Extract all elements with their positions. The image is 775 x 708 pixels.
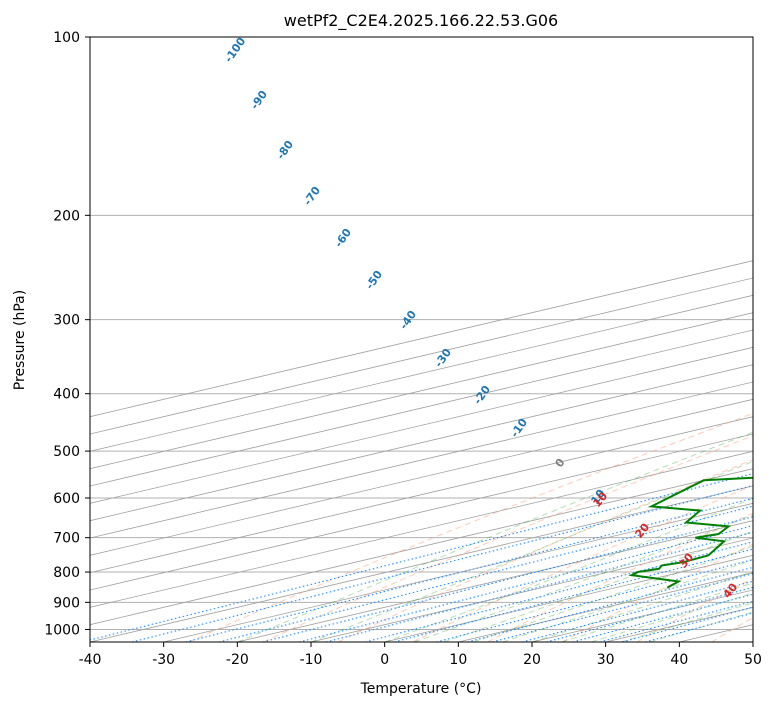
isotherm-line: [90, 450, 753, 608]
chart-title: wetPf2_C2E4.2025.166.22.53.G06: [284, 11, 558, 31]
isotherm-line: [90, 260, 753, 418]
y-tick-label: 900: [53, 595, 80, 611]
moist-adiabat-line: [502, 559, 753, 642]
background-lines: [90, 37, 753, 642]
y-tick-label: 600: [53, 491, 80, 507]
line-labels: 0.10.20.40.611.52346810131620253036-100-…: [222, 35, 741, 601]
dry-adiabat-label: -60: [332, 226, 354, 250]
isotherm-line: [90, 381, 753, 539]
dry-adiabat-line: [412, 484, 753, 642]
isotherm-line: [90, 346, 753, 504]
dry-adiabat-label: -90: [248, 88, 270, 112]
dry-adiabat-line: [487, 512, 753, 642]
dry-adiabat-label: -100: [222, 35, 249, 65]
y-axis-label: Pressure (hPa): [12, 290, 28, 390]
y-tick-label: 500: [53, 444, 80, 460]
isotherm-line: [90, 468, 753, 626]
y-tick-label: 200: [53, 208, 80, 224]
isotherm-line: [237, 520, 753, 642]
data-lines: [628, 37, 775, 589]
mixing-ratio-line: [521, 580, 753, 642]
x-tick-label: -30: [152, 652, 175, 668]
isotherm-line: [90, 329, 753, 487]
x-tick-label: -10: [300, 652, 323, 668]
y-tick-label: 400: [53, 387, 80, 403]
dry-adiabat-line: [263, 435, 753, 642]
isotherm-line: [90, 364, 753, 522]
isotherm-line: [90, 312, 753, 470]
dry-adiabat-label: -10: [508, 416, 530, 440]
mixing-ratio-line: [218, 505, 753, 642]
x-tick-label: 40: [670, 652, 688, 668]
x-tick-label: 30: [597, 652, 615, 668]
mixing-ratio-line: [90, 473, 753, 641]
mixing-ratio-line: [436, 558, 753, 642]
x-axis-label: Temperature (°C): [360, 681, 482, 697]
x-tick-label: 0: [380, 652, 389, 668]
y-tick-label: 300: [53, 313, 80, 329]
dry-adiabat-label: 0: [553, 456, 568, 470]
mixing-ratio-line: [131, 484, 753, 642]
moist-adiabat-line: [561, 582, 753, 642]
x-tick-label: 20: [523, 652, 541, 668]
x-tick-label: -20: [226, 652, 249, 668]
dry-adiabat-label: -20: [471, 383, 493, 407]
x-tick-label: 10: [449, 652, 467, 668]
axes: -40 -30 -20 -10 0 10 20 30 40 5010020030040050060…: [44, 30, 762, 668]
moist-adiabat-line: [413, 514, 753, 642]
isotherm-line: [605, 606, 753, 642]
isotherm-line: [752, 641, 753, 642]
x-tick-label: -40: [79, 652, 102, 668]
isotherm-line: [310, 537, 753, 642]
isotherm-line: [90, 398, 753, 556]
dry-adiabat-label: -70: [301, 184, 323, 208]
moist-adiabat-line: [620, 602, 753, 642]
mixing-ratio-line: [572, 593, 753, 642]
x-tick-label: 50: [744, 652, 762, 668]
dry-adiabat-label: -50: [363, 268, 385, 292]
isotherm-line: [90, 277, 753, 435]
mixing-ratio-line: [467, 566, 753, 642]
dewpoint-line: [628, 476, 753, 589]
moist-adiabat-line: [443, 530, 753, 642]
dry-adiabat-line: [337, 459, 753, 642]
temperature-line: [763, 37, 775, 588]
y-tick-label: 1000: [44, 622, 80, 638]
y-tick-label: 100: [53, 30, 80, 46]
moist-adiabat-line: [310, 460, 753, 642]
dry-adiabat-label: -80: [274, 138, 296, 162]
isotherm-line: [679, 624, 753, 642]
isotherm-line: [163, 502, 753, 642]
isotherm-line: [90, 485, 753, 642]
dry-adiabat-line: [188, 412, 753, 642]
moist-adiabat-line: [531, 571, 753, 642]
isotherm-line: [90, 416, 753, 574]
plot-area: 0.10.20.40.611.52346810131620253036-100-…: [90, 35, 775, 642]
dry-adiabat-line: [636, 577, 753, 642]
y-tick-label: 700: [53, 531, 80, 547]
moist-adiabat-line: [384, 497, 753, 642]
moist-adiabat-line: [237, 431, 753, 642]
dry-adiabat-label: -40: [397, 308, 419, 332]
y-tick-label: 800: [53, 565, 80, 581]
isotherm-line: [90, 294, 753, 452]
mixing-ratio-line: [492, 573, 753, 642]
isotherm-line: [90, 433, 753, 591]
plot-frame: [89, 36, 754, 643]
